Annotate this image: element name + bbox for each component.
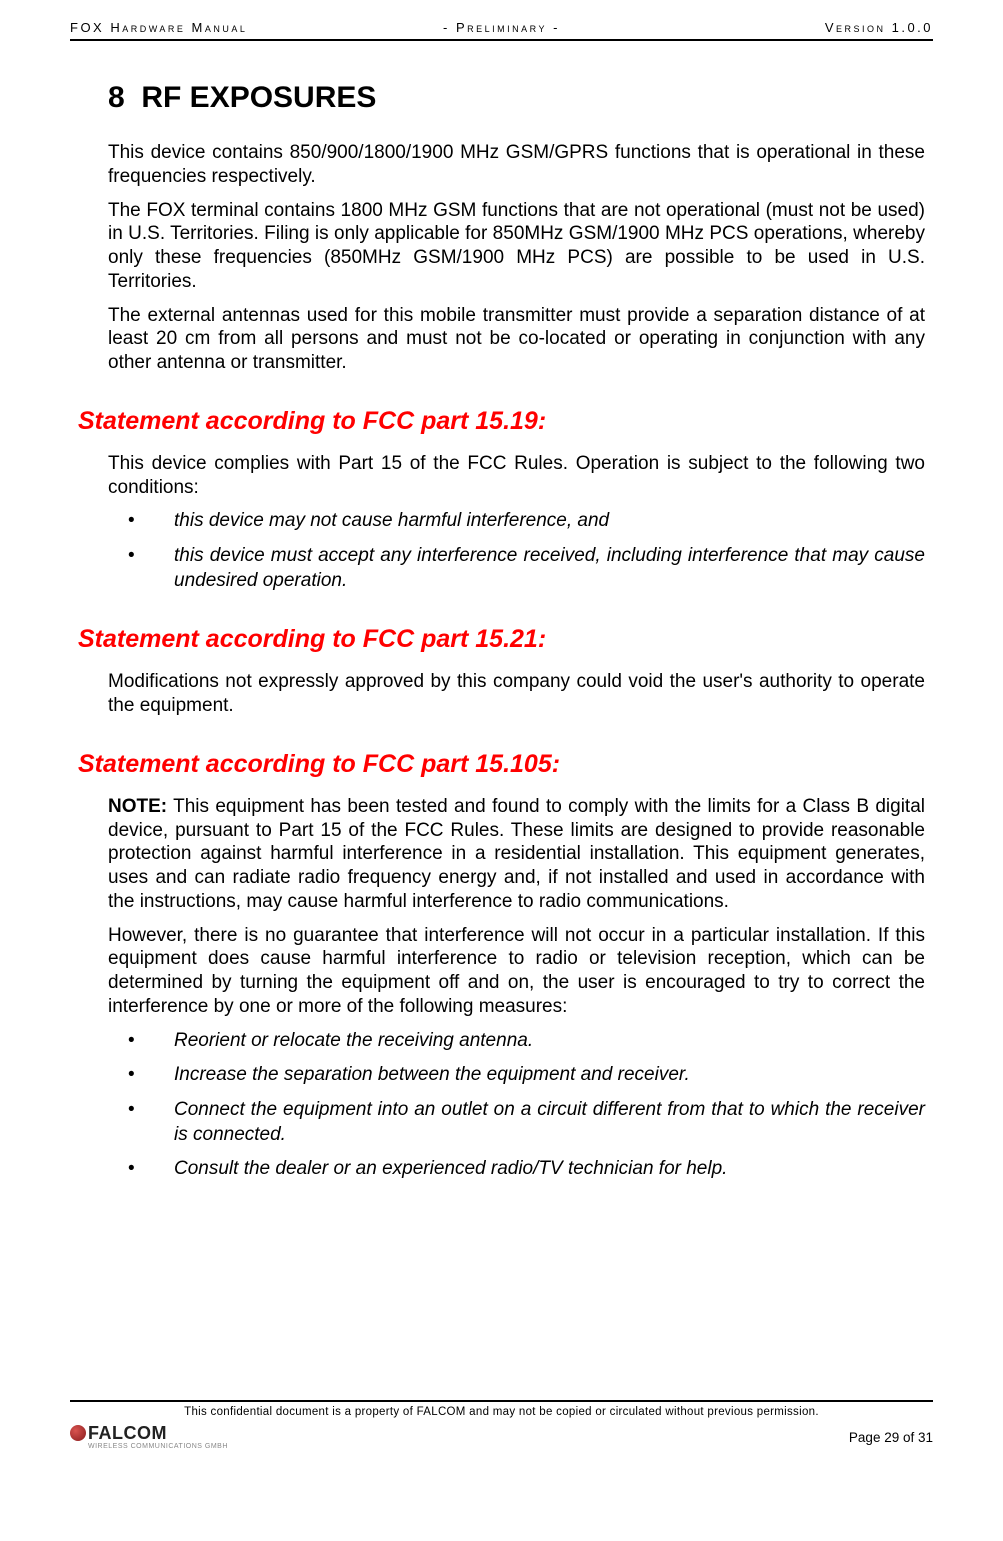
footer-row: FALCOM WIRELESS COMMUNICATIONS GMBH Page… xyxy=(70,1424,933,1450)
footer-confidential: This confidential document is a property… xyxy=(70,1400,933,1418)
section-1519-para: This device complies with Part 15 of the… xyxy=(108,452,925,500)
chapter-number: 8 xyxy=(108,81,125,114)
header-center: - Preliminary - xyxy=(358,20,646,35)
note-label: NOTE: xyxy=(108,796,167,817)
section-heading-15105: Statement according to FCC part 15.105: xyxy=(78,750,925,779)
chapter-title: RF EXPOSURES xyxy=(141,81,376,114)
intro-para-2: The FOX terminal contains 1800 MHz GSM f… xyxy=(108,199,925,294)
bullet-item: Connect the equipment into an outlet on … xyxy=(128,1098,925,1147)
bullet-item: this device must accept any interference… xyxy=(128,544,925,593)
header-left: FOX Hardware Manual xyxy=(70,20,358,35)
footer-logo: FALCOM WIRELESS COMMUNICATIONS GMBH xyxy=(70,1424,228,1450)
intro-para-1: This device contains 850/900/1800/1900 M… xyxy=(108,141,925,189)
section-15105-para: However, there is no guarantee that inte… xyxy=(108,924,925,1019)
section-15105-bullets: Reorient or relocate the receiving anten… xyxy=(128,1029,925,1182)
logo-subtext: WIRELESS COMMUNICATIONS GMBH xyxy=(88,1443,228,1450)
content-block: 8 RF EXPOSURES This device contains 850/… xyxy=(70,41,933,1182)
section-1519-bullets: this device may not cause harmful interf… xyxy=(128,509,925,593)
logo-main-text: FALCOM xyxy=(88,1423,167,1443)
section-heading-1519: Statement according to FCC part 15.19: xyxy=(78,407,925,436)
footer: This confidential document is a property… xyxy=(70,1400,933,1450)
chapter-heading: 8 RF EXPOSURES xyxy=(108,81,925,115)
logo-text: FALCOM xyxy=(70,1424,167,1442)
header-right: Version 1.0.0 xyxy=(645,20,933,35)
intro-para-3: The external antennas used for this mobi… xyxy=(108,304,925,375)
header-bar: FOX Hardware Manual - Preliminary - Vers… xyxy=(70,20,933,41)
note-body: This equipment has been tested and found… xyxy=(108,796,925,912)
bullet-item: this device may not cause harmful interf… xyxy=(128,509,925,534)
page-number: Page 29 of 31 xyxy=(849,1430,933,1445)
section-heading-1521: Statement according to FCC part 15.21: xyxy=(78,625,925,654)
bullet-item: Consult the dealer or an experienced rad… xyxy=(128,1157,925,1182)
page: FOX Hardware Manual - Preliminary - Vers… xyxy=(0,0,1003,1480)
section-15105-note: NOTE: This equipment has been tested and… xyxy=(108,795,925,914)
bullet-item: Reorient or relocate the receiving anten… xyxy=(128,1029,925,1054)
globe-icon xyxy=(70,1425,86,1441)
bullet-item: Increase the separation between the equi… xyxy=(128,1063,925,1088)
section-1521-para: Modifications not expressly approved by … xyxy=(108,670,925,718)
